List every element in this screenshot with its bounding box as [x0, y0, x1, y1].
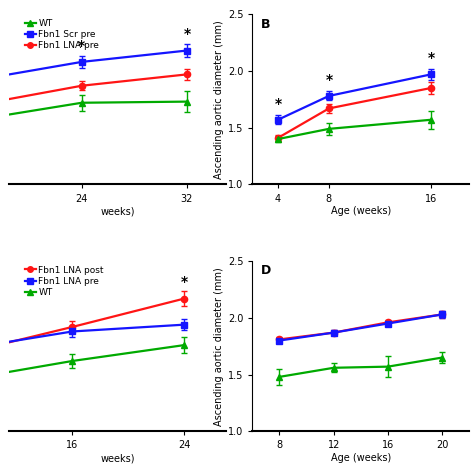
Text: *: *: [78, 39, 85, 53]
X-axis label: Age (weeks): Age (weeks): [331, 206, 391, 216]
Legend: Fbn1 LNA post, Fbn1 LNA pre, WT: Fbn1 LNA post, Fbn1 LNA pre, WT: [21, 262, 108, 301]
Text: B: B: [261, 18, 271, 31]
Y-axis label: Ascending aortic diameter (mm): Ascending aortic diameter (mm): [214, 267, 224, 426]
Legend: WT, Fbn1 Scr pre, Fbn1 LNA pre: WT, Fbn1 Scr pre, Fbn1 LNA pre: [21, 15, 103, 54]
Text: *: *: [325, 73, 332, 87]
X-axis label: weeks): weeks): [100, 206, 135, 216]
Text: D: D: [261, 264, 271, 277]
X-axis label: Age (weeks): Age (weeks): [331, 453, 391, 463]
Text: *: *: [428, 51, 435, 65]
X-axis label: weeks): weeks): [100, 453, 135, 463]
Text: *: *: [183, 27, 191, 41]
Y-axis label: Ascending aortic diameter (mm): Ascending aortic diameter (mm): [214, 20, 224, 179]
Text: *: *: [181, 275, 188, 290]
Text: *: *: [274, 97, 282, 111]
